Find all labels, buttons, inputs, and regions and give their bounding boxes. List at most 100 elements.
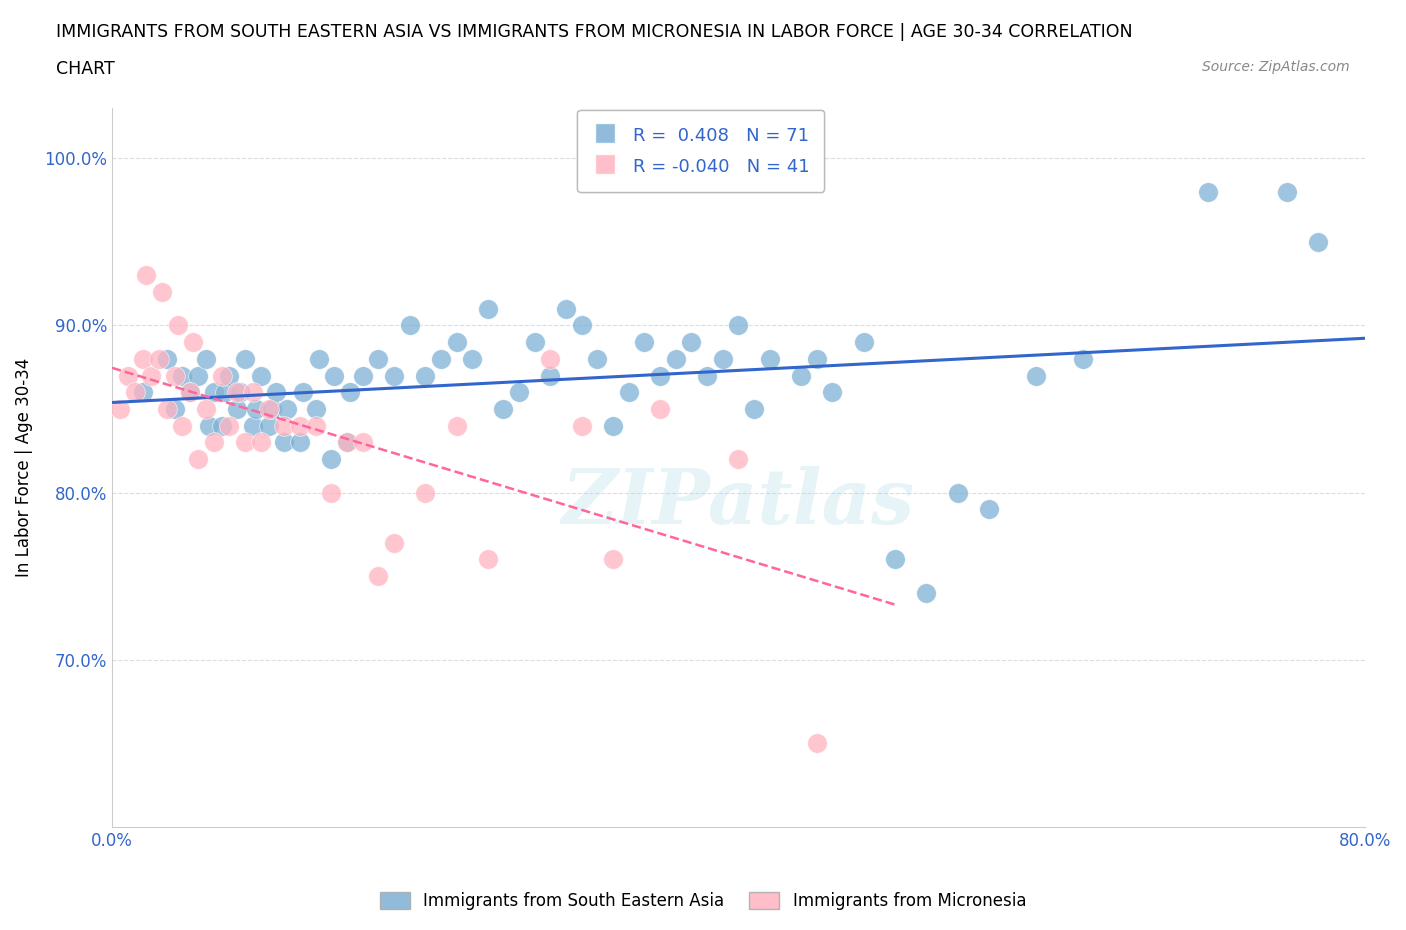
Point	[276, 402, 298, 417]
Point	[132, 385, 155, 400]
Point	[179, 385, 201, 400]
Point	[132, 352, 155, 366]
Point	[382, 536, 405, 551]
Point	[135, 268, 157, 283]
Point	[156, 402, 179, 417]
Point	[226, 385, 249, 400]
Point	[633, 335, 655, 350]
Point	[367, 352, 389, 366]
Point	[477, 552, 499, 567]
Point	[540, 368, 562, 383]
Point	[461, 352, 484, 366]
Point	[187, 368, 209, 383]
Point	[108, 402, 131, 417]
Point	[492, 402, 515, 417]
Point	[257, 418, 280, 433]
Point	[884, 552, 907, 567]
Point	[339, 385, 361, 400]
Point	[1197, 184, 1219, 199]
Point	[198, 418, 221, 433]
Point	[117, 368, 139, 383]
Point	[806, 352, 828, 366]
Point	[163, 402, 186, 417]
Point	[508, 385, 530, 400]
Point	[321, 452, 343, 467]
Point	[266, 385, 288, 400]
Point	[211, 368, 233, 383]
Point	[273, 418, 295, 433]
Point	[446, 418, 468, 433]
Point	[648, 368, 671, 383]
Point	[156, 352, 179, 366]
Point	[183, 335, 205, 350]
Point	[915, 586, 938, 601]
Point	[211, 418, 233, 433]
Point	[292, 385, 315, 400]
Point	[245, 402, 267, 417]
Point	[586, 352, 609, 366]
Point	[202, 435, 225, 450]
Point	[1306, 234, 1329, 249]
Point	[413, 485, 436, 500]
Point	[852, 335, 875, 350]
Point	[821, 385, 844, 400]
Point	[1071, 352, 1094, 366]
Point	[148, 352, 170, 366]
Point	[229, 385, 252, 400]
Point	[304, 418, 326, 433]
Point	[352, 435, 374, 450]
Point	[352, 368, 374, 383]
Point	[218, 418, 240, 433]
Point	[665, 352, 688, 366]
Point	[617, 385, 640, 400]
Point	[321, 485, 343, 500]
Point	[179, 385, 201, 400]
Point	[288, 418, 311, 433]
Point	[571, 318, 593, 333]
Point	[555, 301, 578, 316]
Point	[242, 385, 264, 400]
Point	[602, 552, 624, 567]
Text: CHART: CHART	[56, 60, 115, 78]
Point	[226, 402, 249, 417]
Point	[367, 569, 389, 584]
Point	[273, 435, 295, 450]
Point	[163, 368, 186, 383]
Point	[1025, 368, 1047, 383]
Point	[194, 402, 217, 417]
Point	[727, 452, 749, 467]
Point	[413, 368, 436, 383]
Point	[696, 368, 718, 383]
Text: IMMIGRANTS FROM SOUTH EASTERN ASIA VS IMMIGRANTS FROM MICRONESIA IN LABOR FORCE : IMMIGRANTS FROM SOUTH EASTERN ASIA VS IM…	[56, 23, 1133, 41]
Point	[166, 318, 188, 333]
Point	[681, 335, 703, 350]
Point	[446, 335, 468, 350]
Point	[249, 435, 271, 450]
Point	[602, 418, 624, 433]
Point	[1275, 184, 1298, 199]
Point	[172, 368, 194, 383]
Point	[260, 402, 283, 417]
Point	[336, 435, 359, 450]
Point	[430, 352, 453, 366]
Point	[308, 352, 330, 366]
Point	[946, 485, 969, 500]
Point	[398, 318, 420, 333]
Point	[233, 352, 256, 366]
Point	[218, 368, 240, 383]
Point	[257, 402, 280, 417]
Point	[758, 352, 780, 366]
Point	[571, 418, 593, 433]
Point	[977, 502, 1000, 517]
Point	[172, 418, 194, 433]
Point	[150, 285, 173, 299]
Y-axis label: In Labor Force | Age 30-34: In Labor Force | Age 30-34	[15, 358, 32, 578]
Point	[336, 435, 359, 450]
Point	[648, 402, 671, 417]
Point	[304, 402, 326, 417]
Point	[711, 352, 734, 366]
Point	[806, 736, 828, 751]
Point	[288, 435, 311, 450]
Point	[323, 368, 346, 383]
Text: Source: ZipAtlas.com: Source: ZipAtlas.com	[1202, 60, 1350, 74]
